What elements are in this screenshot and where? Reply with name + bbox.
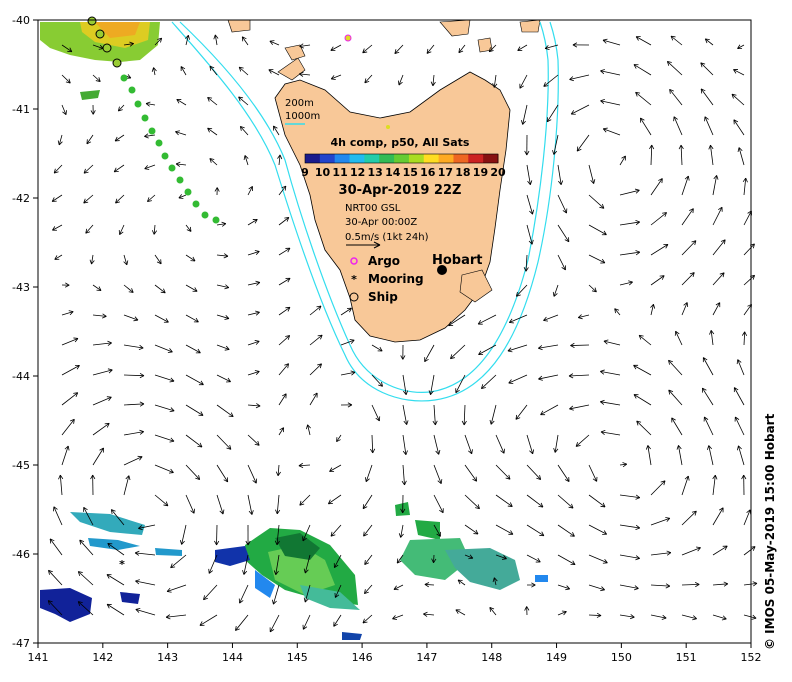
x-tick-label: 147 bbox=[416, 651, 437, 664]
colorbar-tick-label: 9 bbox=[301, 166, 309, 179]
velocity-arrow bbox=[570, 345, 589, 346]
colorbar-segment bbox=[468, 154, 483, 163]
legend-mooring: Mooring bbox=[368, 272, 424, 286]
sst-patch bbox=[535, 575, 548, 582]
ship-track-point bbox=[135, 101, 142, 108]
argo-float-marker bbox=[386, 125, 390, 129]
colorbar-tick-label: 11 bbox=[332, 166, 347, 179]
argo-float-marker bbox=[345, 35, 351, 41]
x-tick-label: 141 bbox=[28, 651, 49, 664]
x-tick-label: 152 bbox=[741, 651, 762, 664]
legend-nrt-date: 30-Apr 00:00Z bbox=[345, 217, 417, 228]
x-axis: 141 142 143 144 145 146 147 148 149 150 151 152 bbox=[28, 643, 762, 664]
x-tick-label: 144 bbox=[222, 651, 243, 664]
ship-track-point bbox=[156, 140, 163, 147]
x-tick-label: 148 bbox=[481, 651, 502, 664]
colorbar-tick-label: 13 bbox=[368, 166, 383, 179]
ship-position-marker bbox=[113, 59, 121, 67]
colorbar-tick-label: 20 bbox=[490, 166, 506, 179]
credit-text: © IMOS 05-May-2019 15:00 Hobart bbox=[763, 414, 777, 650]
sst-colorbar bbox=[305, 154, 499, 163]
colorbar-tick-label: 17 bbox=[438, 166, 453, 179]
colorbar-segment bbox=[394, 154, 409, 163]
ship-track-point bbox=[193, 201, 200, 208]
x-tick-label: 150 bbox=[611, 651, 632, 664]
colorbar-segment bbox=[320, 154, 335, 163]
ship-track-point bbox=[177, 177, 184, 184]
colorbar-segment bbox=[424, 154, 439, 163]
colorbar-tick-label: 18 bbox=[455, 166, 470, 179]
colorbar-segment bbox=[335, 154, 350, 163]
colorbar-tick-label: 14 bbox=[385, 166, 401, 179]
ship-track-point bbox=[169, 165, 176, 172]
mooring-legend-icon: * bbox=[351, 273, 357, 286]
y-tick-label: -41 bbox=[12, 103, 30, 116]
colorbar-segment bbox=[439, 154, 454, 163]
y-tick-label: -40 bbox=[12, 14, 30, 27]
island bbox=[520, 20, 540, 32]
ship-track-point bbox=[162, 153, 169, 160]
ship-position-marker bbox=[96, 30, 104, 38]
colorbar-segment bbox=[409, 154, 424, 163]
colorbar-tick-label: 15 bbox=[403, 166, 418, 179]
ship-position-marker bbox=[88, 17, 96, 25]
colorbar-tick-label: 12 bbox=[350, 166, 365, 179]
y-tick-label: -43 bbox=[12, 281, 30, 294]
ship-track-point bbox=[213, 217, 220, 224]
colorbar-tick-label: 10 bbox=[315, 166, 331, 179]
ship-track-point bbox=[185, 189, 192, 196]
x-tick-label: 145 bbox=[287, 651, 308, 664]
colorbar-tick-label: 19 bbox=[473, 166, 488, 179]
ship-position-marker bbox=[103, 44, 111, 52]
x-tick-label: 151 bbox=[676, 651, 697, 664]
ship-track-point bbox=[149, 128, 156, 135]
x-tick-label: 146 bbox=[352, 651, 373, 664]
legend-ship: Ship bbox=[368, 290, 398, 304]
ship-track-point bbox=[121, 75, 128, 82]
y-tick-label: -46 bbox=[12, 548, 30, 561]
depth-1000m-label: 1000m bbox=[285, 111, 320, 122]
legend-argo: Argo bbox=[368, 254, 400, 268]
x-tick-label: 149 bbox=[546, 651, 567, 664]
y-tick-label: -44 bbox=[12, 370, 30, 383]
colorbar-segment bbox=[483, 154, 498, 163]
ship-track-point bbox=[142, 115, 149, 122]
velocity-arrow bbox=[589, 615, 601, 616]
legend-title: 4h comp, p50, All Sats bbox=[331, 136, 470, 149]
island bbox=[228, 20, 250, 32]
colorbar-segment bbox=[364, 154, 379, 163]
y-tick-label: -42 bbox=[12, 192, 30, 205]
colorbar-segment bbox=[379, 154, 394, 163]
y-tick-label: -47 bbox=[12, 637, 30, 650]
depth-200m-label: 200m bbox=[285, 98, 314, 109]
ship-track-point bbox=[202, 212, 209, 219]
x-tick-label: 142 bbox=[92, 651, 113, 664]
colorbar-segment bbox=[350, 154, 365, 163]
y-axis: -40 -41 -42 -43 -44 -45 -46 -47 bbox=[12, 14, 38, 650]
y-tick-label: -45 bbox=[12, 459, 30, 472]
mooring-marker: * bbox=[119, 558, 125, 571]
colorbar-tick-label: 16 bbox=[420, 166, 436, 179]
legend-velocity-scale: 0.5m/s (1kt 24h) bbox=[345, 232, 429, 243]
legend-nrt: NRT00 GSL bbox=[345, 203, 401, 214]
legend-date: 30-Apr-2019 22Z bbox=[339, 183, 462, 198]
x-tick-label: 143 bbox=[157, 651, 178, 664]
ship-track-point bbox=[129, 87, 136, 94]
hobart-label: Hobart bbox=[432, 253, 483, 268]
colorbar-segment bbox=[453, 154, 468, 163]
colorbar-segment bbox=[305, 154, 320, 163]
